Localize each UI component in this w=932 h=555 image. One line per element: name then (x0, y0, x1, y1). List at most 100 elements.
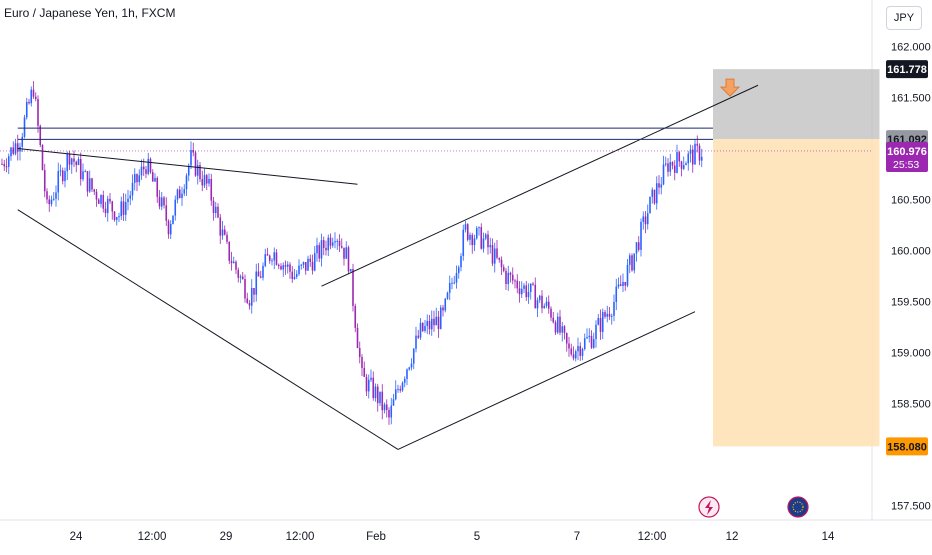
candle-body (624, 282, 627, 286)
candle-body (469, 234, 471, 240)
candle-body (453, 282, 456, 284)
candle-body (372, 377, 375, 399)
candle-body (653, 189, 656, 204)
candle-body (606, 313, 609, 317)
candle-body (586, 337, 588, 339)
candle-body (574, 351, 577, 359)
candle-body (635, 242, 638, 254)
candle-body (39, 125, 42, 146)
candle-body (507, 272, 510, 285)
price-label-box (886, 141, 928, 172)
candle-body (694, 143, 696, 165)
candle-body (696, 143, 699, 146)
candle-body (1, 163, 3, 165)
candle-body (325, 247, 327, 251)
candle-body (331, 242, 334, 246)
candle-body (631, 255, 633, 271)
candle-body (298, 265, 300, 275)
candle-body (127, 198, 129, 203)
economic-event-icon (787, 496, 809, 518)
candle-body (343, 247, 345, 259)
candle-body (201, 179, 204, 186)
candle-body (151, 172, 154, 182)
candle-body (32, 89, 35, 97)
candle-body (381, 391, 384, 411)
candle-body (277, 264, 280, 267)
candle-body (633, 253, 636, 271)
candle-body (248, 302, 251, 306)
trendline-3 (321, 84, 759, 287)
candle-body (124, 202, 127, 215)
candle-body (671, 162, 674, 166)
price-label-text: 160.976 (887, 146, 927, 158)
candle-body (217, 206, 219, 218)
candle-body (595, 324, 597, 340)
candle-body (552, 317, 555, 323)
candle-body (167, 220, 170, 235)
candle-body (255, 271, 258, 295)
candle-body (541, 295, 543, 309)
take-profit-zone (713, 139, 880, 447)
y-tick-label: 162.000 (891, 42, 931, 54)
candle-body (365, 376, 368, 392)
candle-body (487, 234, 489, 248)
candle-body (169, 223, 172, 235)
candle-body (649, 196, 651, 214)
candle-body (194, 152, 197, 176)
candle-body (478, 227, 480, 229)
candle-body (316, 245, 318, 254)
candle-body (406, 369, 408, 379)
candle-body (592, 339, 595, 348)
candle-body (464, 224, 467, 230)
candle-body (361, 357, 363, 368)
candle-body (682, 165, 685, 169)
candle-body (340, 246, 343, 248)
currency-selector[interactable]: JPY (886, 6, 922, 30)
trendline-1 (17, 209, 399, 450)
candle-body (86, 171, 89, 192)
candle-body (536, 300, 539, 309)
candle-body (617, 284, 620, 287)
candle-body (77, 158, 80, 166)
candle-body (271, 260, 273, 262)
eu-stars-icon (792, 501, 804, 513)
candle-body (70, 158, 73, 165)
x-tick-label: 14 (822, 531, 835, 543)
countdown-label: 25:53 (893, 159, 919, 171)
y-tick-label: 159.000 (891, 348, 931, 360)
candle-body (561, 326, 564, 333)
candle-body (529, 283, 532, 292)
candle-body (556, 316, 559, 333)
candle-body (475, 228, 478, 239)
x-tick-label: 12:00 (286, 531, 315, 543)
candle-body (412, 348, 415, 364)
candle-body (100, 195, 102, 204)
candle-body (451, 282, 453, 284)
candle-body (358, 348, 361, 358)
candle-body (345, 247, 348, 259)
candle-body (66, 153, 69, 172)
candle-body (228, 241, 231, 261)
candle-body (262, 265, 264, 278)
candle-body (518, 288, 521, 295)
candle-body (82, 171, 84, 180)
candle-body (482, 238, 485, 249)
candle-body (158, 196, 161, 207)
candle-body (163, 197, 165, 206)
candle-body (12, 147, 15, 154)
candle-body (61, 170, 64, 182)
candle-body (178, 189, 181, 199)
candle-body (349, 269, 352, 272)
candle-body (457, 267, 460, 274)
x-tick-label: 5 (474, 531, 480, 543)
candle-body (192, 150, 195, 153)
candle-body (111, 201, 114, 212)
candle-body (664, 163, 667, 165)
candle-body (291, 271, 294, 279)
candle-body (547, 301, 550, 309)
candle-body (133, 174, 136, 183)
candle-body (149, 158, 152, 173)
candle-body (511, 274, 514, 281)
